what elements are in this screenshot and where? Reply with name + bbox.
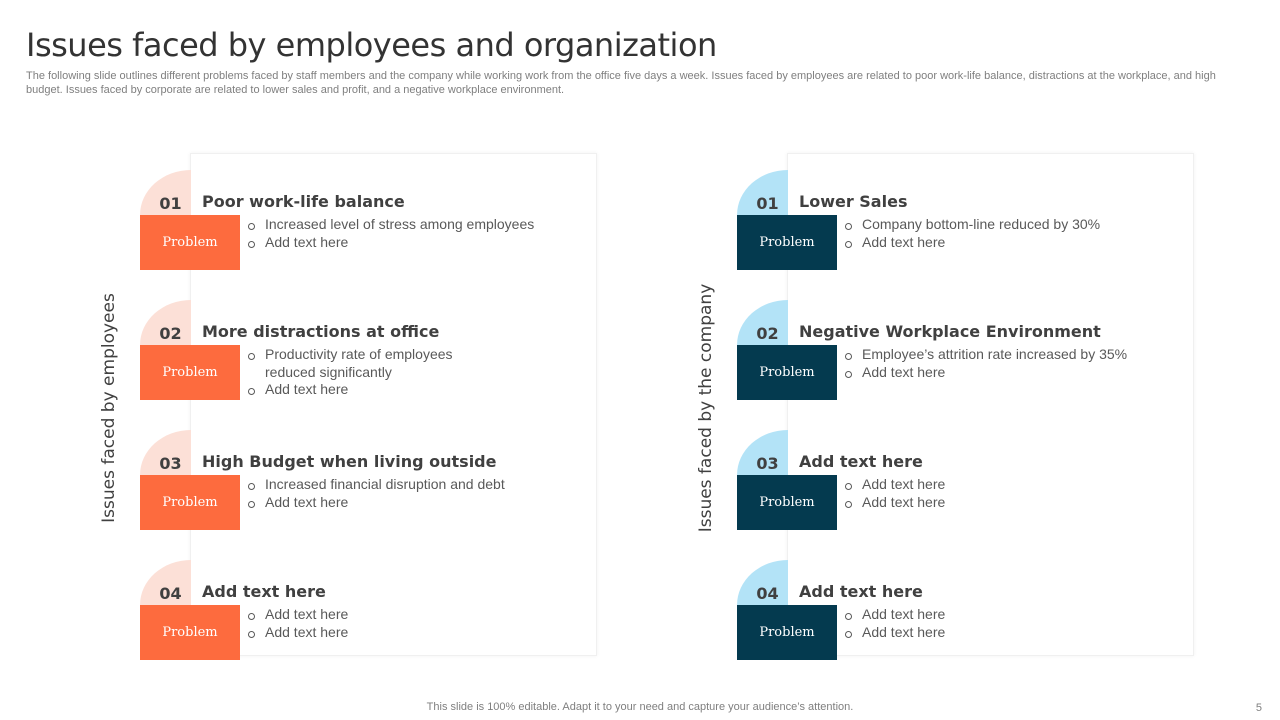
bullet-item: Add text here [844,624,945,642]
problem-box: Problem [140,475,240,530]
bullet-item: Increased financial disruption and debt [247,476,505,494]
issue-heading: Add text here [202,582,326,601]
bullet-item: Add text here [247,624,348,642]
bullet-item: Company bottom-line reduced by 30% [844,216,1100,234]
issue-number: 01 [159,194,182,213]
employee-issue-3: 03 Problem High Budget when living outsi… [140,430,600,540]
issue-bullets: Increased financial disruption and debt … [247,476,505,511]
bullet-item: Productivity rate of employees reduced s… [247,346,487,381]
slide-subtitle: The following slide outlines different p… [26,70,1216,96]
issue-number: 04 [756,584,779,603]
problem-box: Problem [140,215,240,270]
issue-bullets: Add text here Add text here [844,476,945,511]
footer-note: This slide is 100% editable. Adapt it to… [426,701,854,713]
issue-number: 04 [159,584,182,603]
problem-box: Problem [140,345,240,400]
employees-panel [190,153,597,656]
employee-issue-4: 04 Problem Add text here Add text here A… [140,560,600,670]
issue-heading: More distractions at office [202,322,440,341]
problem-box: Problem [140,605,240,660]
employee-issue-1: 01 Problem Poor work-life balance Increa… [140,170,600,280]
bullet-item: Employee’s attrition rate increased by 3… [844,346,1127,364]
issue-bullets: Add text here Add text here [844,606,945,641]
issue-number: 02 [159,324,182,343]
issue-number: 03 [159,454,182,473]
company-issue-3: 03 Problem Add text here Add text here A… [737,430,1197,540]
bullet-item: Add text here [844,606,945,624]
issue-number: 02 [756,324,779,343]
company-issue-2: 02 Problem Negative Workplace Environmen… [737,300,1197,410]
problem-box: Problem [737,215,837,270]
bullet-item: Add text here [247,381,487,399]
bullet-item: Add text here [844,234,1100,252]
employee-issue-2: 02 Problem More distractions at office P… [140,300,600,410]
employees-side-label: Issues faced by employees [99,293,119,523]
company-issue-1: 01 Problem Lower Sales Company bottom-li… [737,170,1197,280]
issue-bullets: Employee’s attrition rate increased by 3… [844,346,1127,381]
issue-heading: Negative Workplace Environment [799,322,1101,341]
bullet-item: Increased level of stress among employee… [247,216,534,234]
slide-title: Issues faced by employees and organizati… [26,26,717,64]
issue-bullets: Company bottom-line reduced by 30% Add t… [844,216,1100,251]
issue-heading: Poor work-life balance [202,192,405,211]
bullet-item: Add text here [844,364,1127,382]
problem-box: Problem [737,605,837,660]
issue-heading: Add text here [799,582,923,601]
company-panel [787,153,1194,656]
issue-number: 01 [756,194,779,213]
problem-box: Problem [737,475,837,530]
bullet-item: Add text here [247,234,534,252]
issue-heading: High Budget when living outside [202,452,497,471]
issue-bullets: Add text here Add text here [247,606,348,641]
bullet-item: Add text here [844,494,945,512]
company-side-label: Issues faced by the company [696,283,716,533]
company-issue-4: 04 Problem Add text here Add text here A… [737,560,1197,670]
issue-heading: Lower Sales [799,192,908,211]
problem-box: Problem [737,345,837,400]
bullet-item: Add text here [247,606,348,624]
issue-heading: Add text here [799,452,923,471]
issue-number: 03 [756,454,779,473]
issue-bullets: Increased level of stress among employee… [247,216,534,251]
bullet-item: Add text here [247,494,505,512]
bullet-item: Add text here [844,476,945,494]
issue-bullets: Productivity rate of employees reduced s… [247,346,487,399]
page-number: 5 [1255,702,1262,714]
